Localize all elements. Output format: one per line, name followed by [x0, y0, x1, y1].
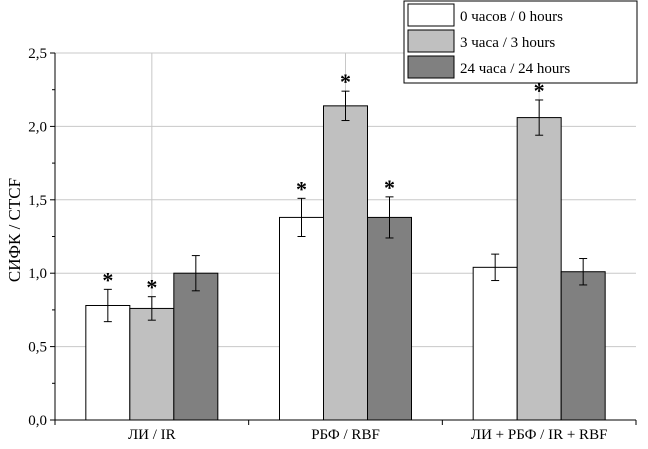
x-tick-label: ЛИ + РБФ / IR + RBF — [471, 427, 608, 443]
x-tick-label: ЛИ / IR — [128, 427, 176, 443]
bar — [367, 216, 412, 421]
significance-mark: * — [146, 275, 157, 300]
significance-mark: * — [384, 175, 395, 200]
legend-swatch — [407, 3, 455, 27]
bar — [323, 105, 368, 421]
legend-swatch — [407, 55, 455, 79]
legend: 0 часов / 0 hours 3 часа / 3 hours 24 часа… — [403, 0, 638, 84]
bar — [516, 117, 562, 421]
bar — [560, 271, 606, 421]
legend-swatch — [407, 29, 455, 53]
y-tick-label: 0,5 — [28, 340, 47, 356]
bar — [129, 307, 175, 421]
significance-mark: * — [340, 69, 351, 94]
significance-mark: * — [102, 267, 113, 292]
x-tick-label: РБФ / RBF — [311, 427, 380, 443]
legend-label: 0 часов / 0 hours — [460, 9, 563, 25]
bar — [472, 266, 518, 421]
bar — [85, 304, 131, 421]
y-tick-label: 1,0 — [28, 266, 47, 282]
y-tick-label: 2,5 — [28, 46, 47, 62]
legend-label: 24 часа / 24 hours — [460, 61, 570, 77]
y-tick-label: 0,0 — [28, 413, 47, 429]
bars-layer: * * * * * * — [85, 69, 606, 421]
y-axis-label: СИФК / CTCF — [5, 178, 24, 282]
y-tick-label: 2,0 — [28, 119, 47, 135]
significance-mark: * — [296, 176, 307, 201]
bar — [279, 216, 324, 421]
y-tick-label: 1,5 — [28, 193, 47, 209]
legend-label: 3 часа / 3 hours — [460, 35, 555, 51]
axis-layer: ЛИ / IR РБФ / RBF ЛИ + РБФ / IR + RBF 0,0 0,… — [28, 46, 637, 443]
bar — [173, 272, 219, 421]
significance-mark: * — [534, 78, 545, 103]
